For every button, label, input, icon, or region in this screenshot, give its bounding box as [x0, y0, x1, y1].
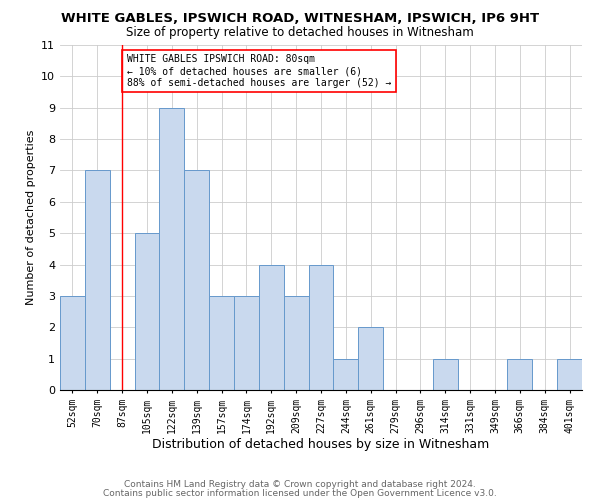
Bar [184, 170, 209, 390]
Y-axis label: Number of detached properties: Number of detached properties [26, 130, 35, 305]
Bar [160, 108, 184, 390]
Bar [234, 296, 259, 390]
Bar [334, 358, 358, 390]
Text: Contains public sector information licensed under the Open Government Licence v3: Contains public sector information licen… [103, 489, 497, 498]
Bar [433, 358, 458, 390]
Text: WHITE GABLES, IPSWICH ROAD, WITNESHAM, IPSWICH, IP6 9HT: WHITE GABLES, IPSWICH ROAD, WITNESHAM, I… [61, 12, 539, 26]
X-axis label: Distribution of detached houses by size in Witnesham: Distribution of detached houses by size … [152, 438, 490, 452]
Bar [557, 358, 582, 390]
Bar [60, 296, 85, 390]
Bar [85, 170, 110, 390]
Bar [508, 358, 532, 390]
Bar [209, 296, 234, 390]
Bar [308, 264, 334, 390]
Bar [259, 264, 284, 390]
Text: Size of property relative to detached houses in Witnesham: Size of property relative to detached ho… [126, 26, 474, 39]
Bar [284, 296, 308, 390]
Text: Contains HM Land Registry data © Crown copyright and database right 2024.: Contains HM Land Registry data © Crown c… [124, 480, 476, 489]
Bar [134, 233, 160, 390]
Text: WHITE GABLES IPSWICH ROAD: 80sqm
← 10% of detached houses are smaller (6)
88% of: WHITE GABLES IPSWICH ROAD: 80sqm ← 10% o… [127, 54, 391, 88]
Bar [358, 328, 383, 390]
